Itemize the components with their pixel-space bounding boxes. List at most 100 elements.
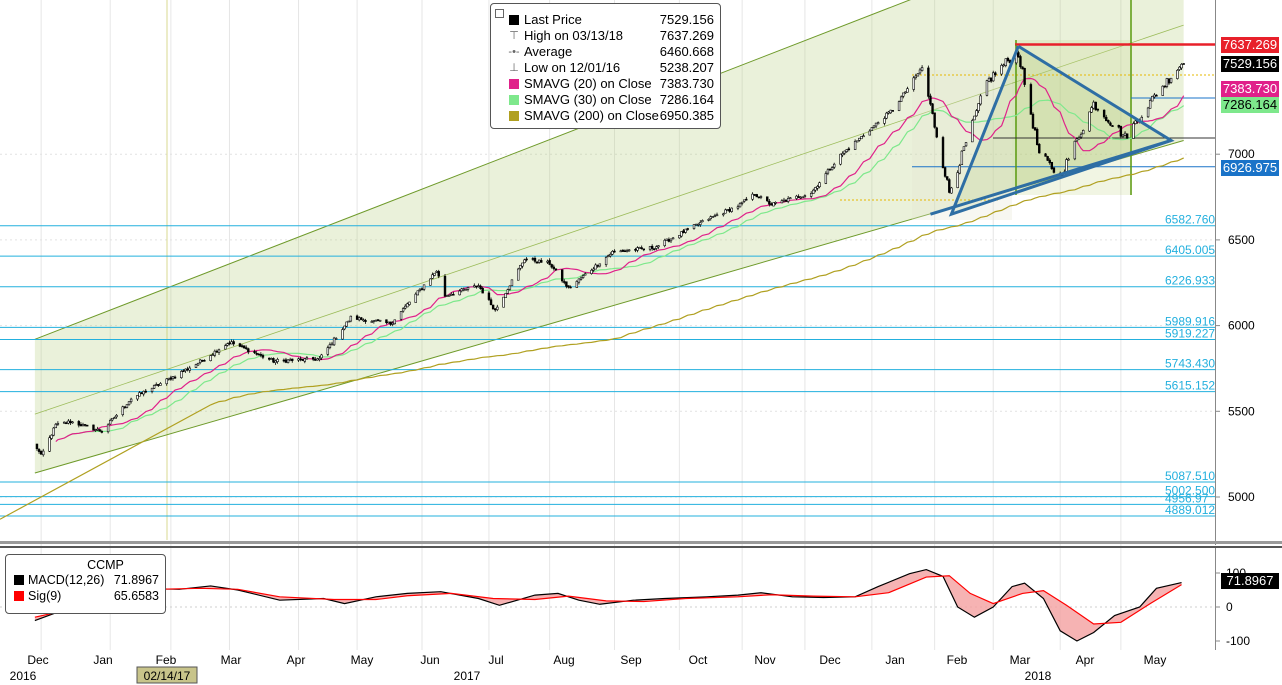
candle-body (950, 187, 953, 194)
candle-body (100, 431, 104, 433)
price-candle (914, 73, 918, 80)
price-candle (699, 220, 702, 227)
candle-body (276, 359, 279, 362)
candle-body (550, 264, 553, 268)
price-candle (927, 65, 930, 99)
candle-body (389, 321, 392, 325)
candle-body (314, 358, 317, 361)
legend-label: Last Price (524, 12, 582, 27)
price-candle (912, 75, 915, 92)
pane-separator (0, 546, 1282, 548)
candle-body (671, 237, 675, 240)
candle-body (1105, 116, 1108, 122)
candle-body (303, 358, 307, 362)
candle-body (211, 354, 214, 356)
price-candle (35, 443, 39, 451)
price-candle (826, 168, 830, 176)
candle-body (479, 285, 482, 289)
price-candle (841, 151, 844, 158)
price-candle (540, 258, 543, 263)
candle-body (106, 424, 110, 433)
date-marker-badge (136, 666, 198, 684)
month-label: Jun (420, 653, 439, 667)
price-candle (862, 133, 865, 138)
price-candle (730, 207, 733, 213)
legend-value: 6460.668 (659, 44, 714, 59)
candle-body (818, 182, 821, 188)
price-candle (1023, 67, 1026, 87)
candle-body (860, 136, 863, 140)
candle-body (1182, 63, 1185, 65)
candle-body (85, 424, 89, 427)
price-candle (364, 318, 367, 324)
candle-body (399, 311, 403, 320)
legend-value: 7529.156 (659, 12, 714, 27)
collapse-icon[interactable] (495, 9, 504, 18)
price-candle (387, 321, 390, 324)
month-label: Oct (689, 653, 708, 667)
candle-body (766, 196, 769, 202)
candle-body (699, 222, 702, 225)
price-candle (506, 288, 509, 295)
candle-body (332, 337, 336, 346)
price-candle (98, 428, 101, 432)
price-candle (945, 176, 949, 182)
candle-body (113, 417, 116, 419)
legend-label: High on 03/13/18 (524, 28, 624, 43)
price-candle (604, 255, 608, 267)
price-candle (188, 365, 191, 373)
candle-body (1132, 123, 1135, 139)
legend-row: SMAVG (200) on Close 6950.385 (491, 108, 720, 124)
candle-body (682, 230, 685, 234)
candle-body (286, 359, 290, 363)
price-candle (121, 405, 124, 417)
price-candle (726, 209, 729, 212)
candle-body (1046, 156, 1049, 161)
price-candle (259, 352, 263, 358)
candle-body (420, 288, 424, 290)
price-candle (885, 111, 888, 120)
candle-body (801, 196, 805, 199)
price-candle (845, 149, 848, 153)
price-candle (1048, 158, 1051, 165)
macd-legend: CCMP MACD(12,26) 71.8967 Sig(9) 65.6583 (5, 554, 166, 614)
legend-value: 7286.164 (659, 92, 714, 107)
candle-body (401, 308, 405, 312)
price-candle (994, 71, 997, 77)
price-candle (1180, 63, 1183, 71)
price-candle (755, 193, 758, 198)
candle-body (824, 173, 828, 184)
month-label: Mar (1010, 653, 1031, 667)
price-candle (611, 250, 614, 256)
high-marker-icon: ⊤ (509, 30, 519, 42)
price-candle (1165, 77, 1169, 89)
candle-body (724, 209, 727, 214)
price-candle (868, 129, 871, 136)
price-candle (272, 357, 275, 364)
price-candle (929, 93, 932, 106)
candle-body (935, 127, 938, 138)
candle-body (567, 285, 570, 288)
candle-body (1107, 120, 1110, 123)
price-candle (950, 186, 953, 194)
price-candle (165, 378, 168, 386)
candle-body (663, 239, 666, 246)
candle-body (975, 110, 978, 117)
candle-body (962, 146, 966, 151)
price-candle (975, 108, 978, 117)
candle-body (1052, 167, 1056, 173)
macd-axis-label: -100 (1226, 634, 1250, 648)
candle-body (406, 303, 409, 308)
candle-body (138, 392, 141, 397)
price-tag: 7637.269 (1221, 37, 1279, 53)
price-candle (577, 278, 581, 285)
candle-body (334, 338, 338, 340)
candle-body (581, 275, 585, 278)
price-candle (125, 404, 129, 409)
candle-body (912, 77, 915, 90)
candle-body (1079, 133, 1083, 138)
candle-body (393, 319, 396, 325)
candle-body (360, 317, 363, 320)
candle-body (642, 248, 645, 251)
candle-body (1165, 78, 1169, 87)
